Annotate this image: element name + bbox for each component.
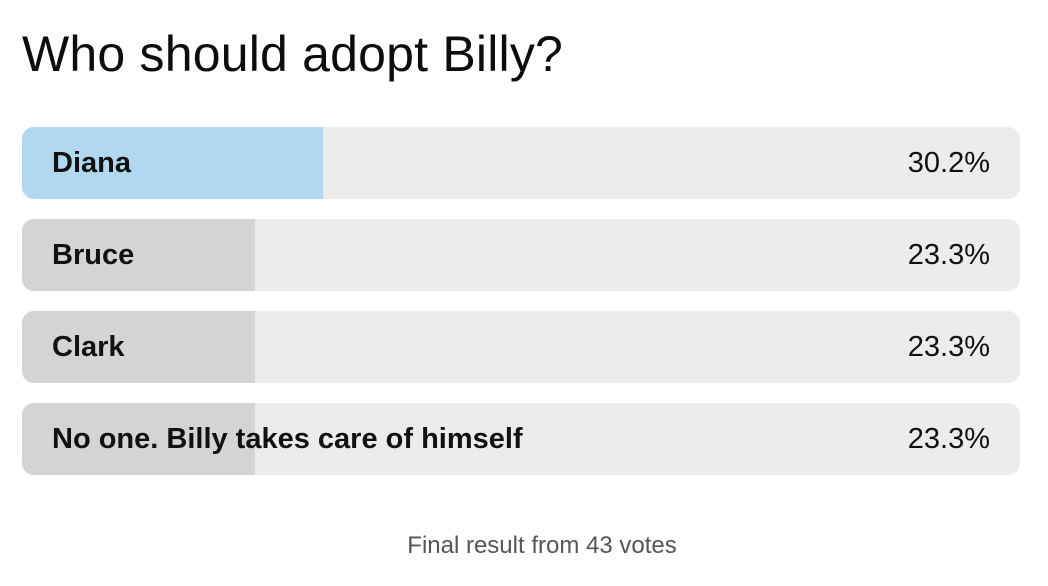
option-percent: 23.3% xyxy=(907,331,990,363)
option-label: Bruce xyxy=(52,239,135,271)
poll-result-summary: Final result from 43 votes xyxy=(407,532,677,559)
option-result-bar xyxy=(22,311,255,383)
option-percent: 23.3% xyxy=(907,423,990,455)
poll-option-clark[interactable]: Clark 23.3% xyxy=(22,311,1020,383)
option-label: Clark xyxy=(52,331,125,363)
poll-options: Diana 30.2% Bruce 23.3% Clark 23.3% No o… xyxy=(22,127,1020,495)
poll-title: Who should adopt Billy? xyxy=(22,26,564,82)
option-result-bar xyxy=(22,127,324,199)
poll-option-no-one[interactable]: No one. Billy takes care of himself 23.3… xyxy=(22,403,1020,475)
poll-option-bruce[interactable]: Bruce 23.3% xyxy=(22,219,1020,291)
poll-option-diana[interactable]: Diana 30.2% xyxy=(22,127,1020,199)
option-label: No one. Billy takes care of himself xyxy=(52,423,523,455)
option-percent: 23.3% xyxy=(907,239,990,271)
option-percent: 30.2% xyxy=(907,147,990,179)
option-result-bar xyxy=(22,403,255,475)
option-result-bar xyxy=(22,219,255,291)
option-label: Diana xyxy=(52,147,131,179)
